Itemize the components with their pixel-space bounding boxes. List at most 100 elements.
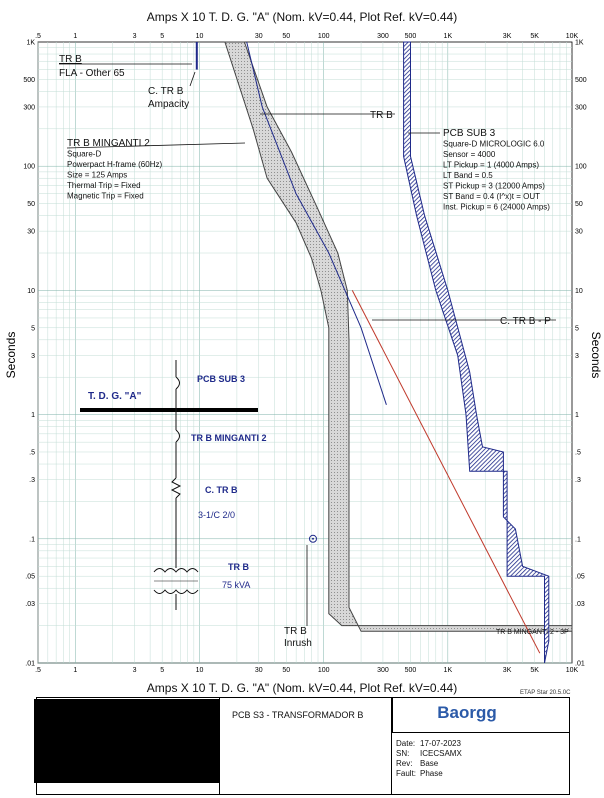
- x-tick-label-bottom: .5: [35, 667, 41, 674]
- y-tick-label-right: 10: [575, 288, 583, 295]
- y-tick-label-left: .03: [25, 601, 35, 608]
- annotation-inrush-line: Inrush: [284, 638, 312, 649]
- y-tick-label-right: 30: [575, 229, 583, 236]
- annotation-trb-minganti-line: Thermal Trip = Fixed: [67, 181, 141, 190]
- version-label: ETAP Star 20.5.0C: [520, 690, 571, 696]
- y-tick-label-right: 50: [575, 201, 583, 208]
- annotation-pcb-sub3-line: ST Band = 0.4 (I^x)t = OUT: [443, 192, 540, 201]
- breaker-symbol-minganti: [175, 429, 180, 443]
- annotation-trb-line: TR B: [370, 110, 393, 121]
- y-tick-label-left: .1: [29, 536, 35, 543]
- cable-size: 3-1/C 2/0: [198, 510, 235, 520]
- y-tick-label-right: .03: [575, 601, 585, 608]
- logo-cell: [392, 697, 570, 733]
- y-axis-label-right: Seconds: [589, 332, 603, 379]
- y-tick-label-left: 300: [23, 104, 35, 111]
- x-tick-label-top: 30: [255, 33, 263, 40]
- annotation-pcb-sub3-line: PCB SUB 3: [443, 128, 496, 139]
- plot-frame: [37, 41, 573, 664]
- chart-grid: [37, 41, 573, 664]
- project-name: PCB S3 - TRANSFORMADOR B: [232, 710, 364, 720]
- y-tick-label-right: 3: [575, 353, 579, 360]
- series-tr-b-inrush-dot: [311, 537, 314, 540]
- x-tick-label-bottom: 50: [282, 667, 290, 674]
- annotation-pcb-sub3-line: LT Band = 0.5: [443, 171, 493, 180]
- chart-tick-labels: .5 .5 1 1 3 3 5 5 10 10 30 30 50 50 100 100 300 300 500 500…: [23, 33, 586, 674]
- x-tick-label-top: 500: [405, 33, 417, 40]
- y-tick-label-left: .5: [29, 449, 35, 456]
- leader-trb-minganti: [66, 142, 246, 149]
- company-logo: Baorgg: [437, 703, 497, 722]
- x-tick-label-bottom: 5: [160, 667, 164, 674]
- x-tick-label-top: 100: [318, 33, 330, 40]
- series-tr-b-minganti-2: [224, 41, 573, 632]
- x-tick-label-bottom: 500: [405, 667, 417, 674]
- y-tick-label-right: 5: [575, 325, 579, 332]
- series-tr-b-inrush: [308, 534, 317, 543]
- x-tick-label-bottom: 5K: [530, 667, 539, 674]
- chart-bottom-title: Amps X 10 T. D. G. "A" (Nom. kV=0.44, Pl…: [146, 681, 458, 695]
- y-tick-label-left: 1K: [26, 40, 35, 47]
- chart-top-title: Amps X 10 T. D. G. "A" (Nom. kV=0.44, Pl…: [146, 10, 458, 24]
- chart-series: [195, 41, 573, 664]
- title-fields: Date: 17-07-2023 SN: ICECSAMX Rev: Base Fau…: [396, 739, 462, 779]
- annotation-trb-minganti-line: TR B MINGANTI 2: [67, 138, 150, 149]
- cable-symbol: [170, 477, 182, 499]
- annotation-trb-minganti-line: Powerpact H-frame (60Hz): [67, 160, 162, 169]
- series-pcb-sub-3: [403, 41, 550, 664]
- annotation-trb-minganti-line: Size = 125 Amps: [67, 171, 127, 180]
- x-tick-label-bottom: 10K: [566, 667, 579, 674]
- x-tick-label-bottom: 30: [255, 667, 263, 674]
- x-tick-label-top: 50: [282, 33, 290, 40]
- y-tick-label-right: 500: [575, 77, 587, 84]
- transformer-symbol: [153, 568, 199, 594]
- x-tick-label-top: .5: [35, 33, 41, 40]
- annotation-trb-minganti-line: Magnetic Trip = Fixed: [67, 192, 144, 201]
- annotation-pcb-sub3-line: ST Pickup = 3 (12000 Amps): [443, 182, 545, 191]
- oneline-diagram: T. D. G. "A" PCB SUB 3 TR B MINGANTI 2 C…: [80, 360, 267, 610]
- annotation-minganti-low-line: TR B MINGANTI 2 - 3P: [496, 629, 569, 636]
- y-tick-label-left: .01: [25, 661, 35, 668]
- annotation-inrush-line: TR B: [284, 626, 307, 637]
- x-tick-label-top: 1K: [444, 33, 453, 40]
- annotation-pcb-sub3-line: Square-D MICROLOGIC 6.0: [443, 140, 545, 149]
- y-tick-label-right: .01: [575, 661, 585, 668]
- chart-annotations: TR B FLA - Other 65 C. TR B Ampacity TR B PCB…: [59, 54, 569, 649]
- annotation-pcb-sub3-line: Inst. Pickup = 6 (24000 Amps): [443, 203, 550, 212]
- x-tick-label-top: 1: [73, 33, 77, 40]
- leader-ctrb-ampacity: [189, 71, 196, 87]
- y-tick-label-left: 50: [27, 201, 35, 208]
- y-axis-label-left: Seconds: [4, 332, 18, 379]
- field-fault: Fault: Phase: [396, 769, 443, 778]
- x-tick-label-top: 5: [160, 33, 164, 40]
- y-tick-label-right: 1: [575, 412, 579, 419]
- x-tick-label-top: 3K: [503, 33, 512, 40]
- x-tick-label-bottom: 300: [377, 667, 389, 674]
- y-tick-label-left: 3: [31, 353, 35, 360]
- x-tick-label-bottom: 10: [196, 667, 204, 674]
- minganti-label: TR B MINGANTI 2: [191, 433, 267, 443]
- xfmr-name: TR B: [228, 562, 249, 572]
- x-tick-label-bottom: 1: [73, 667, 77, 674]
- y-tick-label-right: 300: [575, 104, 587, 111]
- y-tick-label-left: 500: [23, 77, 35, 84]
- x-tick-label-top: 3: [133, 33, 137, 40]
- xfmr-rating: 75 kVA: [222, 580, 250, 590]
- y-tick-label-right: .3: [575, 477, 581, 484]
- field-date: Date: 17-07-2023: [396, 739, 461, 748]
- cable-name: C. TR B: [205, 485, 238, 495]
- x-tick-label-bottom: 3: [133, 667, 137, 674]
- series-c-tr-b-p: [351, 290, 541, 654]
- annotation-trb-fla-line: TR B: [59, 54, 82, 65]
- y-tick-label-right: .1: [575, 536, 581, 543]
- annotation-pcb-sub3-line: Sensor = 4000: [443, 150, 496, 159]
- bus-label: T. D. G. "A": [88, 391, 142, 402]
- x-tick-label-top: 5K: [530, 33, 539, 40]
- y-tick-label-left: .05: [25, 574, 35, 581]
- y-tick-label-right: 1K: [575, 40, 584, 47]
- x-tick-label-bottom: 3K: [503, 667, 512, 674]
- annotation-pcb-sub3-line: LT Pickup = 1 (4000 Amps): [443, 161, 539, 170]
- field-rev: Rev: Base: [396, 759, 439, 768]
- y-tick-label-left: 10: [27, 288, 35, 295]
- pcb-label: PCB SUB 3: [197, 374, 245, 384]
